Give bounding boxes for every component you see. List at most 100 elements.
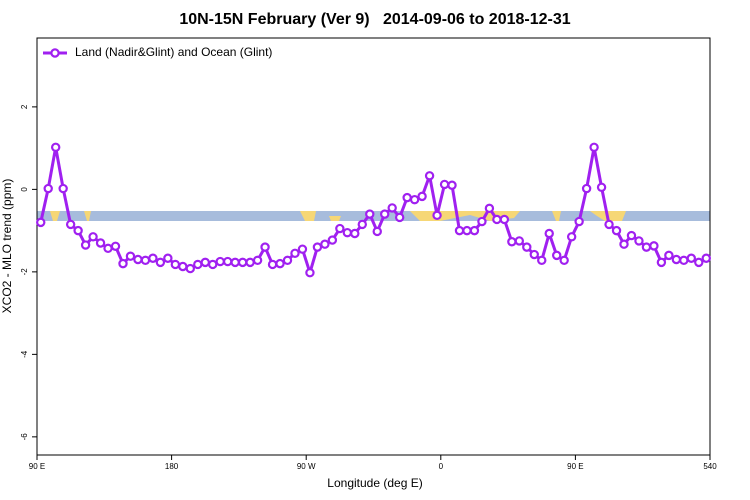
x-tick-label: 90 W [297, 462, 316, 471]
data-point [641, 242, 652, 252]
data-point [260, 242, 270, 252]
data-point [537, 255, 547, 266]
data-point [73, 225, 83, 236]
x-tick-label: 90 E [29, 462, 45, 471]
data-point [185, 263, 195, 274]
data-point [522, 242, 532, 252]
data-point [133, 254, 143, 265]
data-point [140, 255, 151, 266]
data-point [424, 171, 435, 181]
x-tick-label: 540 [703, 462, 717, 471]
data-point [552, 250, 562, 261]
data-point [484, 203, 495, 214]
data-point [327, 235, 338, 245]
data-point [95, 238, 106, 248]
data-point [372, 226, 382, 237]
data-point [215, 256, 225, 267]
data-point [305, 267, 315, 278]
data-point [297, 244, 308, 254]
data-point [125, 251, 136, 261]
data-point [417, 191, 427, 202]
data-point [357, 219, 367, 230]
y-tick-label: -4 [20, 350, 29, 358]
data-point [432, 210, 442, 221]
data-point [701, 253, 711, 263]
data-point [320, 239, 330, 249]
data-point [252, 255, 263, 266]
data-point [671, 254, 682, 265]
data-point [656, 257, 667, 268]
data-point [634, 236, 644, 246]
legend-marker [50, 48, 60, 58]
data-point [649, 241, 659, 251]
data-point [103, 243, 113, 254]
x-tick-label: 90 E [567, 462, 583, 471]
data-point [664, 250, 674, 261]
y-tick-label: 0 [20, 187, 29, 192]
data-point [208, 259, 218, 270]
data-point [581, 183, 592, 194]
data-point [679, 255, 689, 266]
data-point [499, 214, 510, 225]
data-point [619, 239, 629, 249]
data-point [163, 253, 173, 263]
data-point [492, 214, 502, 225]
data-point [477, 216, 487, 227]
data-point [36, 217, 46, 228]
data-point [566, 232, 577, 242]
data-point [596, 182, 607, 193]
data-point [529, 249, 539, 260]
data-point [342, 227, 353, 238]
y-tick-label: -2 [20, 268, 29, 276]
data-point [574, 216, 584, 227]
data-point [155, 257, 166, 268]
x-tick-label: 0 [439, 462, 444, 471]
data-point [626, 230, 637, 241]
data-point [312, 242, 323, 252]
data-point [350, 228, 360, 239]
data-point [507, 237, 517, 247]
data-point [290, 248, 300, 259]
data-point [447, 180, 457, 190]
data-point [118, 258, 128, 269]
data-point [454, 225, 465, 236]
data-point [611, 225, 622, 236]
data-point [544, 228, 554, 239]
data-point [193, 259, 203, 270]
data-point [50, 142, 61, 153]
data-point [469, 225, 480, 236]
data-point [604, 219, 614, 230]
y-tick-label: 2 [20, 104, 29, 109]
data-point [514, 236, 525, 246]
data-point [58, 183, 68, 194]
data-point [589, 142, 599, 153]
y-axis-label: XCO2 - MLO trend (ppm) [0, 179, 14, 314]
y-tick-label: -6 [20, 433, 29, 441]
data-point [110, 241, 121, 251]
data-point [43, 183, 53, 194]
data-point [237, 257, 248, 268]
data-point [230, 257, 240, 268]
data-point [275, 258, 285, 269]
data-point [559, 255, 569, 266]
data-point [170, 259, 181, 270]
chart-title: 10N-15N February (Ver 9) 2014-09-06 to 2… [179, 11, 570, 28]
data-point [65, 219, 76, 230]
data-point [409, 194, 420, 205]
data-point [200, 257, 210, 268]
data-point [282, 255, 293, 266]
data-point [365, 209, 375, 219]
data-point [245, 257, 255, 268]
data-point [80, 240, 91, 250]
data-point [380, 209, 390, 219]
data-point [335, 223, 345, 234]
data-point [222, 256, 233, 267]
legend-label: Land (Nadir&Glint) and Ocean (Glint) [75, 45, 272, 59]
data-point [402, 192, 412, 203]
data-point [178, 261, 188, 272]
x-axis-label: Longitude (deg E) [327, 476, 422, 490]
data-point [88, 232, 98, 242]
data-point [267, 259, 278, 270]
data-point [394, 212, 405, 223]
